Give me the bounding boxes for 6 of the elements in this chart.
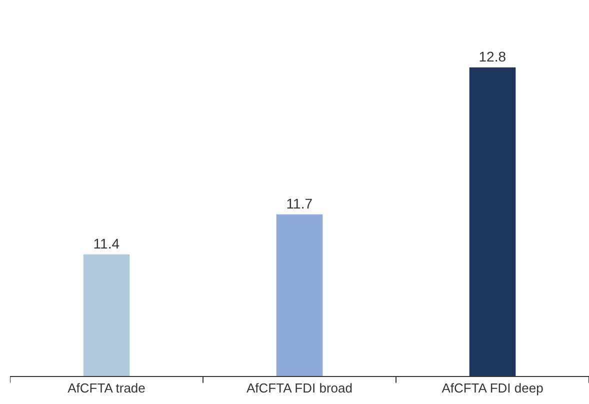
x-tick-label: AfCFTA FDI deep [442, 380, 544, 396]
x-tick-label: AfCFTA trade [68, 380, 146, 396]
data-label: 11.7 [286, 195, 313, 212]
x-tick-label: AfCFTA FDI broad [246, 380, 352, 396]
data-label: 11.4 [93, 235, 120, 252]
data-label: 12.8 [478, 48, 506, 64]
